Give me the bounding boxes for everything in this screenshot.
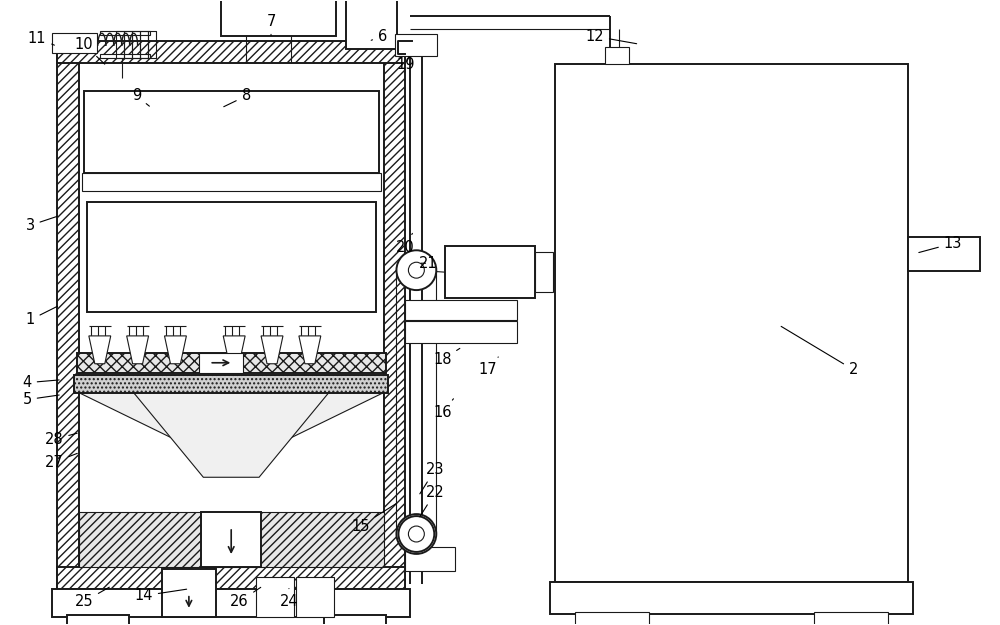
Bar — [67, 614, 129, 625]
Text: 19: 19 — [396, 57, 415, 72]
Text: 14: 14 — [134, 588, 187, 603]
Text: 2: 2 — [781, 326, 858, 378]
Text: 6: 6 — [371, 29, 387, 44]
Text: 28: 28 — [45, 432, 77, 447]
Text: 26: 26 — [230, 588, 261, 609]
Bar — [52, 589, 410, 617]
Bar — [256, 577, 294, 617]
Text: 13: 13 — [919, 236, 962, 252]
Polygon shape — [89, 336, 111, 364]
Bar — [199, 353, 243, 372]
Bar — [346, 0, 397, 49]
Polygon shape — [164, 336, 186, 364]
Circle shape — [396, 514, 436, 554]
Bar — [405, 547, 455, 571]
Bar — [221, 0, 336, 36]
Bar — [201, 512, 261, 567]
Bar — [575, 612, 649, 625]
Text: 25: 25 — [75, 587, 109, 609]
Bar — [395, 34, 437, 56]
Bar — [162, 569, 216, 617]
Bar — [57, 41, 79, 589]
Bar — [79, 512, 384, 567]
Bar — [82, 173, 381, 191]
Bar — [79, 63, 384, 567]
Text: 17: 17 — [479, 357, 498, 377]
Bar — [100, 54, 150, 58]
Circle shape — [408, 262, 424, 278]
Bar — [605, 47, 629, 64]
Circle shape — [408, 526, 424, 542]
Bar — [324, 614, 386, 625]
Text: 18: 18 — [433, 348, 460, 368]
Bar — [100, 31, 150, 35]
Text: 20: 20 — [396, 233, 415, 255]
Text: 7: 7 — [266, 14, 276, 36]
Polygon shape — [223, 336, 245, 364]
Circle shape — [398, 516, 434, 552]
Bar — [84, 91, 379, 172]
Polygon shape — [79, 392, 201, 452]
Bar — [74, 375, 388, 392]
Bar — [550, 582, 913, 614]
Text: 3: 3 — [26, 216, 57, 233]
Bar — [384, 41, 405, 589]
Polygon shape — [299, 336, 321, 364]
Text: 23: 23 — [420, 462, 445, 494]
Polygon shape — [261, 392, 384, 452]
Polygon shape — [134, 392, 329, 478]
Bar — [555, 64, 908, 582]
Text: 21: 21 — [419, 256, 438, 271]
Text: 12: 12 — [585, 29, 637, 44]
Bar — [77, 353, 386, 372]
Bar — [814, 612, 888, 625]
Text: 9: 9 — [132, 89, 149, 106]
Bar — [52, 33, 97, 53]
Text: 15: 15 — [351, 504, 396, 534]
Text: 8: 8 — [224, 89, 251, 107]
Text: 16: 16 — [433, 399, 453, 420]
Text: 10: 10 — [75, 37, 105, 64]
Polygon shape — [127, 336, 149, 364]
Text: 24: 24 — [280, 589, 298, 609]
Text: 5: 5 — [22, 392, 59, 407]
Bar — [296, 577, 334, 617]
Text: 11: 11 — [28, 31, 54, 46]
Circle shape — [396, 250, 436, 290]
Polygon shape — [261, 336, 283, 364]
Bar — [57, 41, 405, 63]
Bar — [57, 567, 405, 589]
Bar — [445, 246, 535, 298]
Bar — [908, 238, 980, 271]
Text: 4: 4 — [22, 375, 59, 390]
Text: 27: 27 — [45, 453, 77, 470]
Text: 1: 1 — [25, 306, 57, 328]
Bar — [405, 300, 517, 320]
Bar — [405, 321, 517, 343]
Bar — [87, 202, 376, 312]
Bar — [535, 253, 553, 292]
Text: 22: 22 — [420, 485, 445, 517]
